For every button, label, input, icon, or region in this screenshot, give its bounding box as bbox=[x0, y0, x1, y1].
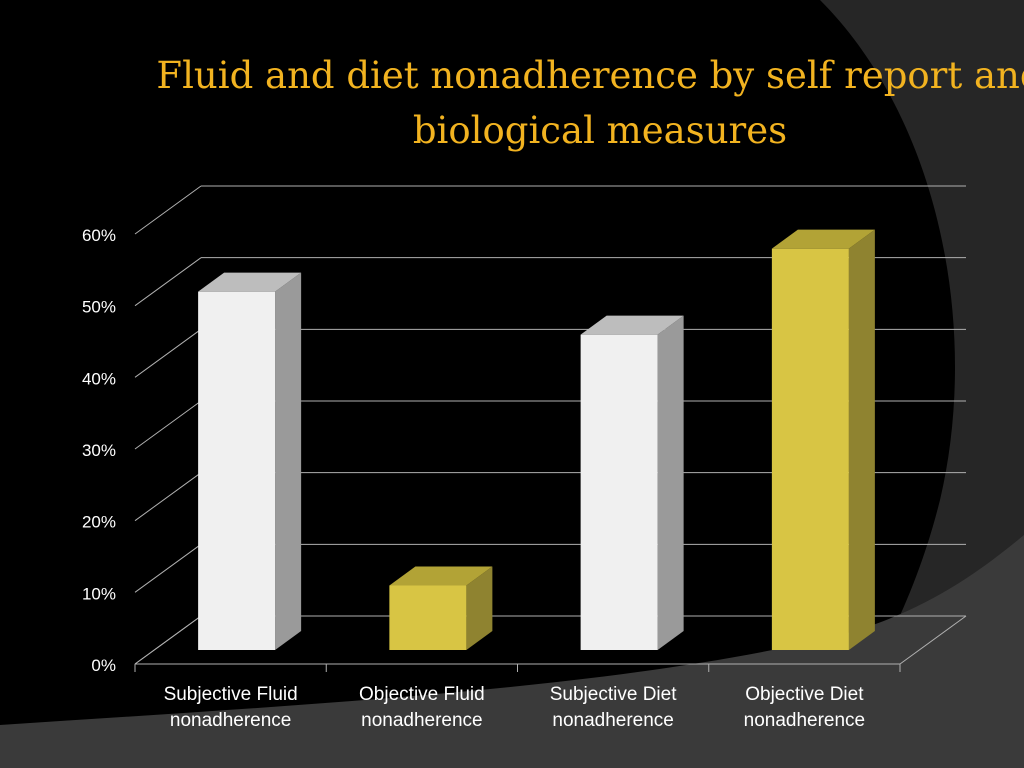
y-tick-label: 60% bbox=[82, 226, 116, 245]
x-tick-label: Objective Fluid nonadherence bbox=[359, 684, 485, 731]
gridline-wall-1 bbox=[134, 543, 202, 593]
y-tick-label: 0% bbox=[91, 656, 116, 675]
gridline-wall-2 bbox=[134, 472, 202, 522]
gridline-wall-4 bbox=[134, 328, 202, 378]
background-swoosh-lower bbox=[0, 535, 1024, 768]
y-tick-label: 10% bbox=[82, 584, 116, 603]
x-tick-label: Subjective Fluid nonadherence bbox=[164, 684, 298, 731]
x-tick-label: Objective Diet nonadherence bbox=[744, 684, 866, 731]
bar-1 bbox=[389, 585, 467, 650]
bar-3 bbox=[771, 248, 849, 650]
y-tick-label: 20% bbox=[82, 513, 116, 532]
gridline-wall-3 bbox=[134, 400, 202, 450]
y-tick-label: 50% bbox=[82, 298, 116, 317]
gridline-wall-5 bbox=[134, 257, 202, 307]
y-tick-label: 40% bbox=[82, 369, 116, 388]
bar-top-3 bbox=[771, 229, 875, 249]
gridline-wall-6 bbox=[134, 185, 202, 235]
floor-left-edge bbox=[134, 615, 202, 665]
bar-top-1 bbox=[389, 566, 493, 586]
bar-top-2 bbox=[580, 315, 684, 335]
bar-side-3 bbox=[848, 229, 875, 650]
bar-side-0 bbox=[275, 272, 302, 650]
bar-2 bbox=[580, 334, 658, 650]
bar-0 bbox=[198, 291, 276, 650]
x-tick-label: Subjective Diet nonadherence bbox=[550, 684, 677, 731]
y-tick-label: 30% bbox=[82, 441, 116, 460]
bar-side-2 bbox=[657, 315, 684, 650]
slide-title: Fluid and diet nonadherence by self repo… bbox=[156, 54, 1024, 152]
bar-side-1 bbox=[466, 566, 493, 650]
bar-top-0 bbox=[198, 272, 302, 292]
floor-right-edge bbox=[899, 615, 967, 665]
